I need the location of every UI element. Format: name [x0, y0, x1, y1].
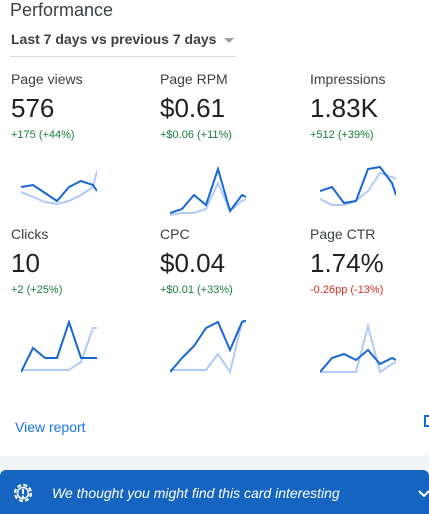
sparkline-chart — [21, 170, 97, 206]
metric-change: +2 (+25%) — [11, 284, 63, 296]
metric-page-ctr[interactable]: Page CTR 1.74% -0.26pp (-13%) — [310, 226, 429, 386]
metric-value: $0.61 — [160, 93, 226, 123]
sparkline-previous — [320, 171, 396, 206]
chevron-down-icon — [224, 37, 235, 43]
metric-label: Page CTR — [310, 226, 376, 242]
sparkline-chart — [170, 320, 246, 375]
fullscreen-icon[interactable] — [423, 414, 429, 428]
suggestion-banner[interactable]: We thought you might find this card inte… — [0, 470, 429, 514]
metric-change: +175 (+44%) — [11, 129, 75, 141]
metric-impressions[interactable]: Impressions 1.83K +512 (+39%) — [310, 71, 429, 231]
metric-value: $0.04 — [160, 248, 226, 278]
metric-label: Page views — [11, 71, 83, 87]
period-label: Last 7 days vs previous 7 days — [11, 31, 217, 47]
metric-change: +512 (+39%) — [310, 129, 374, 141]
sparkline-current — [320, 348, 396, 373]
banner-message: We thought you might find this card inte… — [52, 485, 340, 501]
sparkline-previous — [170, 321, 246, 375]
sparkline-previous — [21, 170, 97, 206]
metric-label: Clicks — [11, 226, 49, 242]
card-title: Performance — [10, 0, 114, 20]
metric-label: Page RPM — [160, 71, 228, 87]
sparkline-current — [21, 320, 97, 373]
sparkline-chart — [320, 322, 396, 374]
metric-change: +$0.01 (+33%) — [160, 284, 233, 296]
metric-clicks[interactable]: Clicks 10 +2 (+25%) — [11, 226, 146, 386]
sparkline-current — [21, 179, 97, 203]
sparkline-previous — [170, 180, 246, 216]
view-report-link[interactable]: View report — [15, 419, 86, 435]
lightbulb-gear-icon — [13, 483, 33, 503]
performance-card: Performance Last 7 days vs previous 7 da… — [0, 0, 429, 456]
metric-page-views[interactable]: Page views 576 +175 (+44%) — [11, 71, 146, 231]
metric-change: -0.26pp (-13%) — [310, 284, 384, 296]
sparkline-current — [170, 165, 246, 214]
sparkline-current — [170, 320, 246, 373]
divider — [10, 56, 236, 57]
metric-label: CPC — [160, 226, 190, 242]
sparkline-chart — [320, 165, 396, 206]
metric-cpc[interactable]: CPC $0.04 +$0.01 (+33%) — [160, 226, 295, 386]
metric-page-rpm[interactable]: Page RPM $0.61 +$0.06 (+11%) — [160, 71, 295, 231]
metric-value: 1.83K — [310, 93, 378, 123]
sparkline-chart — [21, 320, 97, 373]
sparkline-previous — [21, 327, 97, 371]
sparkline-chart — [170, 165, 246, 216]
metric-value: 576 — [11, 93, 55, 123]
sparkline-current — [320, 165, 396, 205]
sparkline-previous — [320, 322, 396, 374]
metric-change: +$0.06 (+11%) — [160, 129, 232, 141]
expand-chevron-icon[interactable] — [417, 488, 429, 498]
period-selector[interactable]: Last 7 days vs previous 7 days — [11, 31, 235, 47]
metric-label: Impressions — [310, 71, 386, 87]
metric-value: 1.74% — [310, 248, 384, 278]
metric-value: 10 — [11, 248, 40, 278]
